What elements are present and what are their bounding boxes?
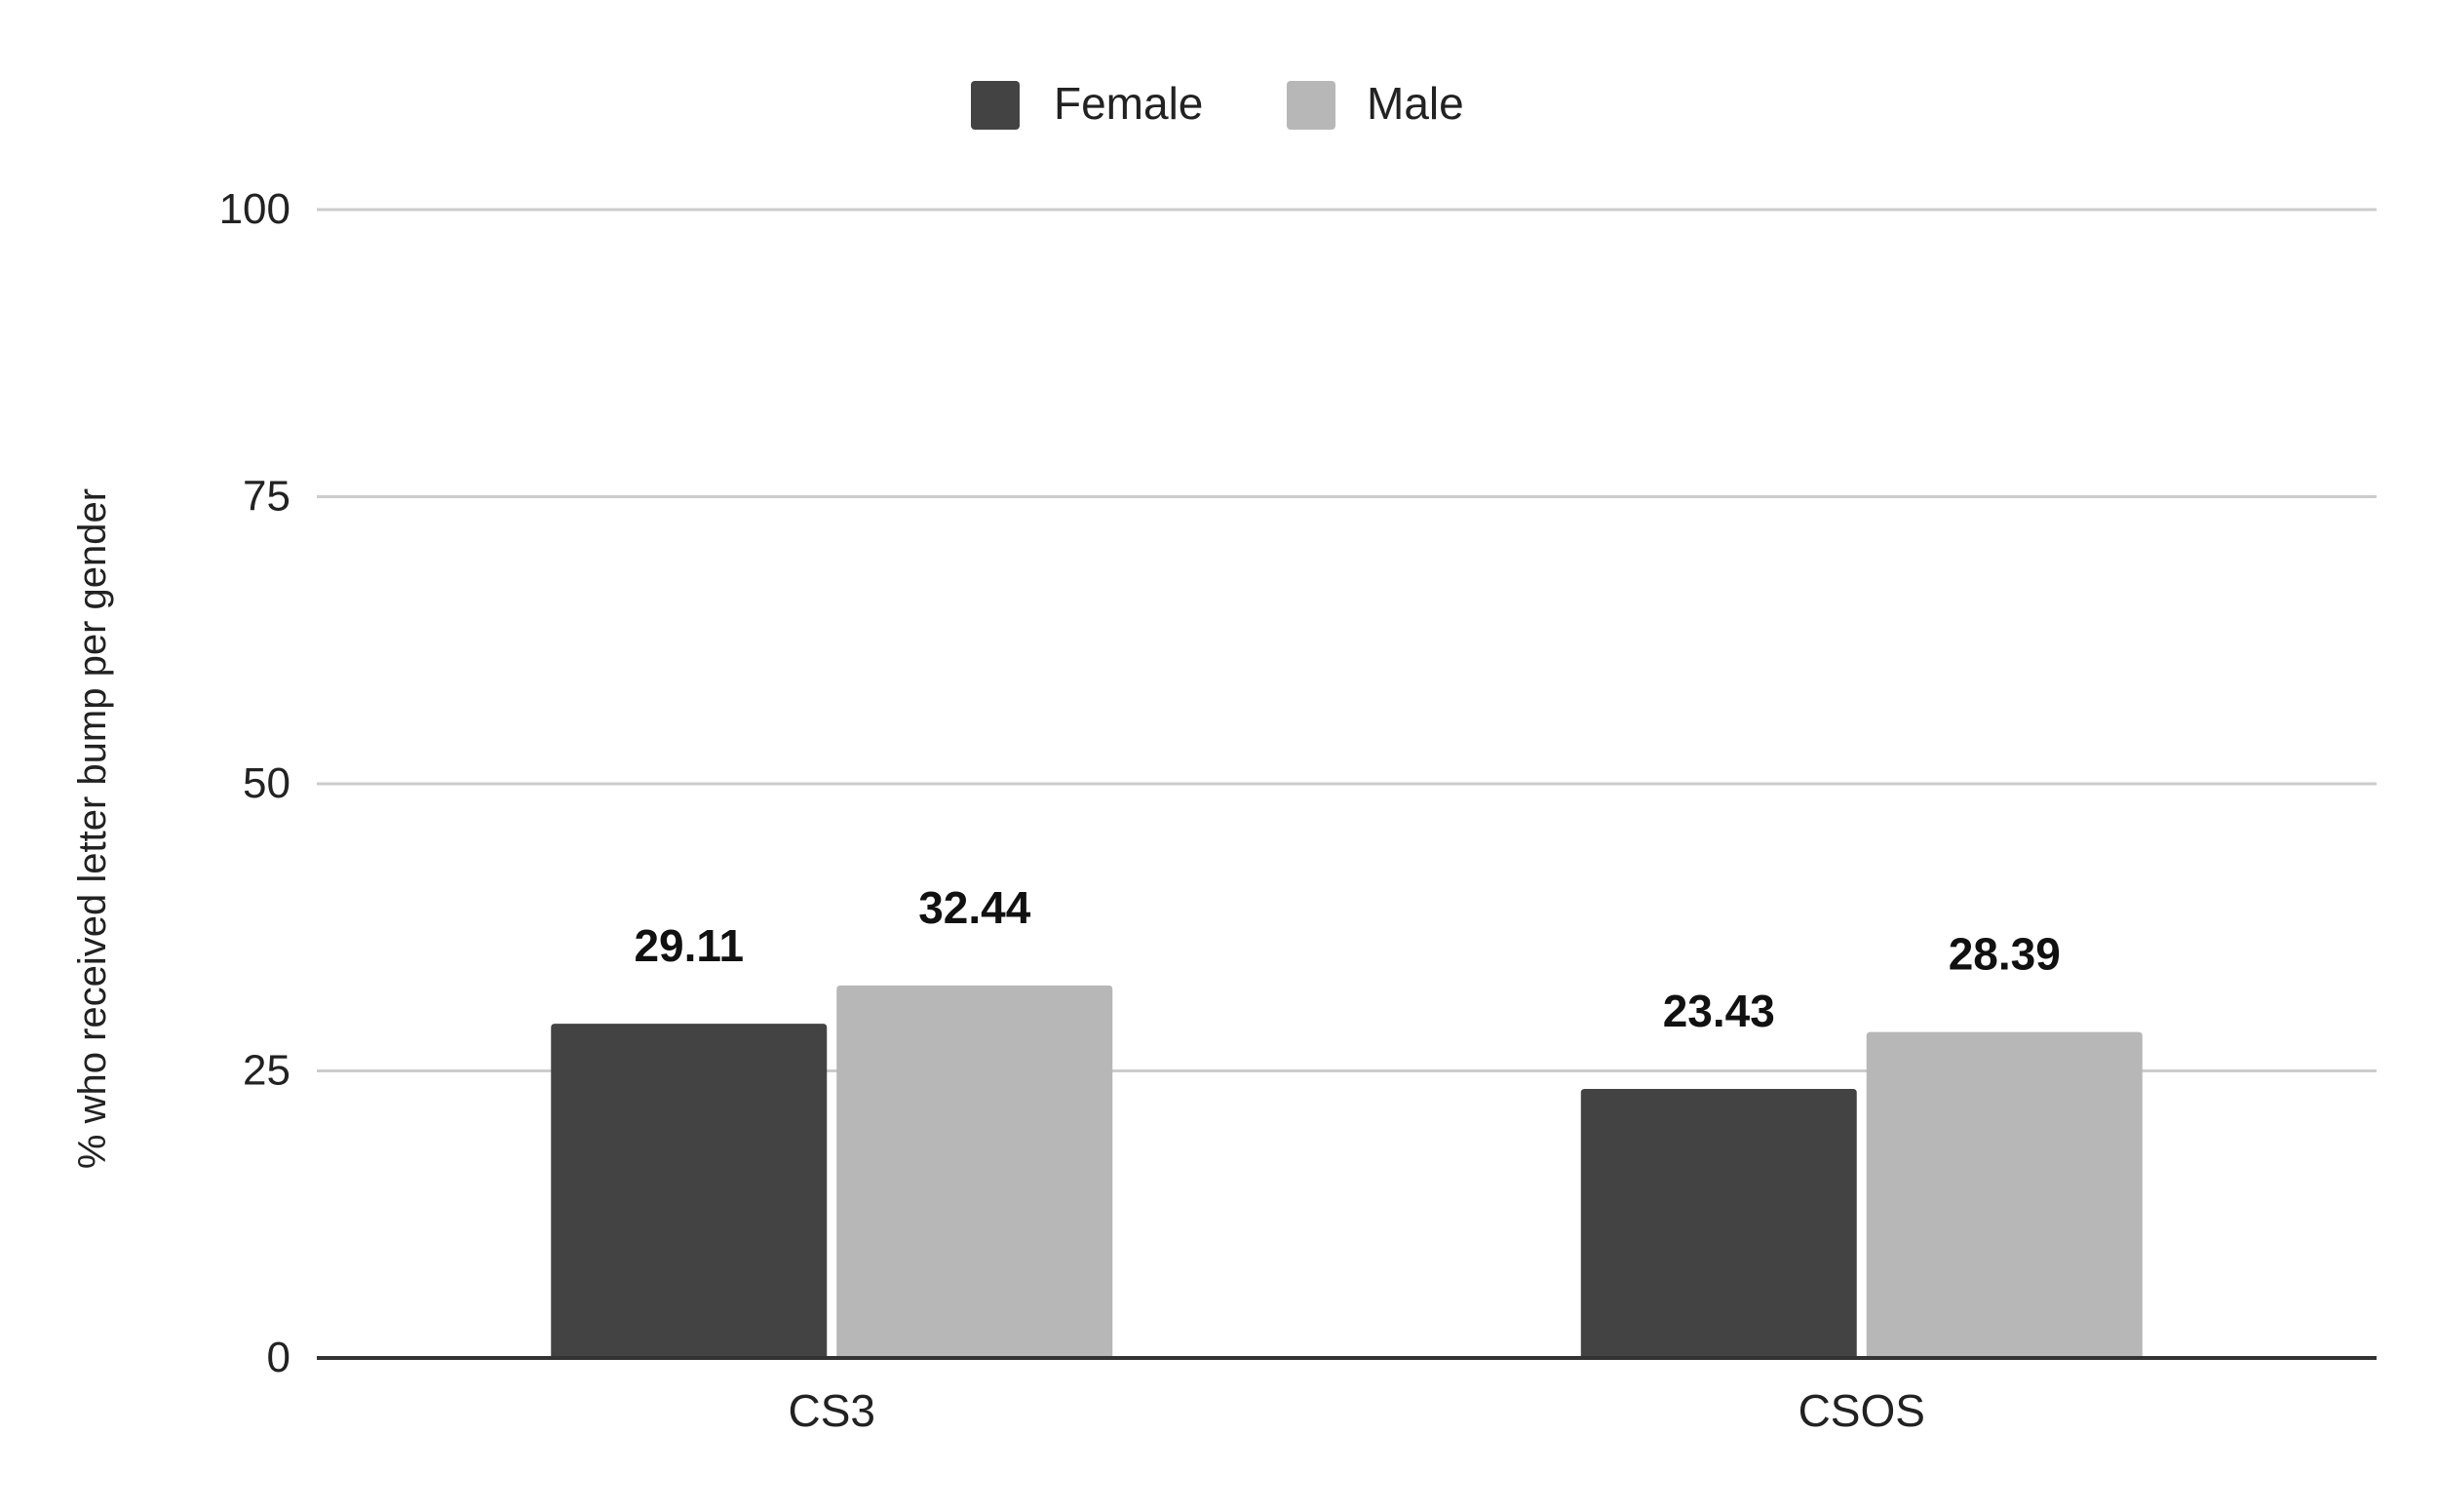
legend-swatch-male: [1287, 81, 1335, 130]
data-label: 29.11: [634, 920, 744, 971]
y-tick-label: 100: [219, 185, 290, 233]
data-label: 32.44: [918, 882, 1031, 933]
y-tick-label: 75: [243, 473, 290, 521]
y-tick-label: 0: [267, 1334, 290, 1381]
legend-swatch-female: [971, 81, 1020, 130]
bars: [551, 985, 2143, 1358]
bar-female-cs3: [551, 1024, 828, 1358]
x-tick-label: CS3: [789, 1385, 875, 1436]
y-tick-label: 25: [243, 1047, 290, 1095]
x-tick-label: CSOS: [1799, 1385, 1925, 1436]
legend: Female Male: [971, 78, 1464, 130]
gridlines: [317, 208, 2377, 1072]
axes: 0 25 50 75 100 CS3 CSOS: [219, 185, 2377, 1436]
data-label: 23.43: [1663, 986, 1775, 1036]
legend-label-female: Female: [1054, 78, 1203, 129]
data-label: 28.39: [1949, 929, 2061, 980]
y-tick-label: 50: [243, 759, 290, 807]
bar-female-csos: [1580, 1088, 1857, 1358]
bar-male-csos: [1866, 1031, 2143, 1358]
y-axis-title: % who received letter bump per gender: [71, 488, 114, 1169]
legend-label-male: Male: [1367, 78, 1464, 129]
data-labels: 29.11 32.44 23.43 28.39: [634, 882, 2060, 1036]
bar-male-cs3: [836, 985, 1113, 1358]
